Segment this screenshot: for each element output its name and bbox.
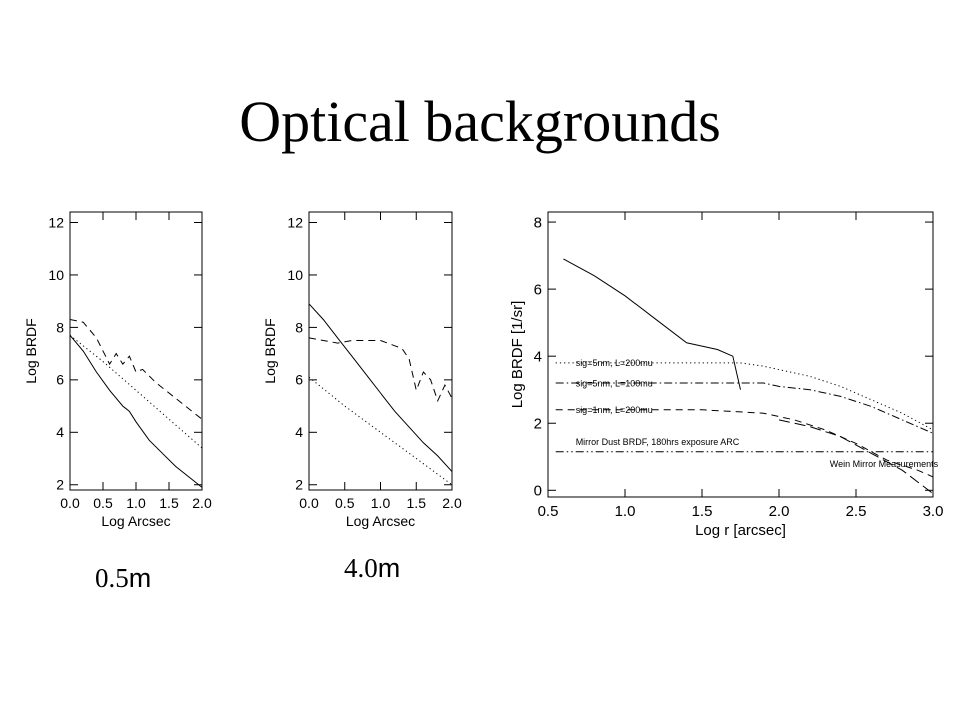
chart-1-ytick-label-2: 6 xyxy=(56,372,64,388)
caption-4-0m-unit: m xyxy=(377,553,401,583)
chart-3-xtick-label-1: 1.0 xyxy=(615,503,636,520)
chart-1-ytick-label-3: 8 xyxy=(56,319,64,335)
chart-1-ylabel: Log BRDF xyxy=(23,318,39,383)
chart-2-xtick-label-1: 0.5 xyxy=(335,495,355,511)
chart-1-xtick-label-3: 1.5 xyxy=(159,495,179,511)
chart-2-ytick-label-4: 10 xyxy=(287,267,303,283)
chart-1-ytick-label-0: 2 xyxy=(56,477,64,493)
chart-1-xlabel: Log Arcsec xyxy=(101,513,170,529)
chart-1-xtick-label-1: 0.5 xyxy=(93,495,113,511)
chart-2-ytick-label-1: 4 xyxy=(295,424,303,440)
chart-3-xtick-label-2: 1.5 xyxy=(692,503,713,520)
chart-3-xtick-label-5: 3.0 xyxy=(923,503,944,520)
chart-3-annotation-5: Wein Mirror Measurements xyxy=(830,459,939,469)
chart-3-xlabel: Log r [arcsec] xyxy=(695,522,786,539)
chart-3-series-2-dashdot-line xyxy=(555,382,934,434)
chart-3-annotation-2: sig=5nm, L=100mu xyxy=(576,378,653,388)
chart-2-ylabel: Log BRDF xyxy=(262,318,278,383)
chart-3-ylabel: Log BRDF [1/sr] xyxy=(509,301,526,409)
chart-3-plot-frame xyxy=(547,211,934,498)
chart-1-ytick-label-4: 10 xyxy=(48,267,64,283)
caption-4-0m: 4.0m xyxy=(344,553,400,584)
caption-4-0m-value: 4.0 xyxy=(344,553,378,583)
chart-2-ytick-label-2: 6 xyxy=(295,372,303,388)
chart-3-ytick-label-4: 8 xyxy=(534,214,542,231)
slide-title: Optical backgrounds xyxy=(239,89,721,154)
chart-3-annotation-1: sig=5nm, L=200mu xyxy=(576,358,653,368)
chart-1-ytick-label-1: 4 xyxy=(56,424,64,440)
chart-2-xlabel: Log Arcsec xyxy=(346,513,415,529)
chart-3-ytick-label-0: 0 xyxy=(534,483,542,500)
chart-3-series-6-longdash-line xyxy=(778,419,934,494)
chart-3-series-5-solid-line xyxy=(563,258,741,390)
chart-1-series-1-solid-line xyxy=(69,334,203,488)
chart-1-series-2-dotted-line xyxy=(69,334,203,449)
chart-3-ytick-label-3: 6 xyxy=(534,281,542,298)
chart-3-series-3-dashed-line xyxy=(555,409,934,478)
chart-3-xtick-label-0: 0.5 xyxy=(538,503,559,520)
caption-0-5m-unit: m xyxy=(128,563,152,593)
chart-2-series-1-solid-line xyxy=(308,303,453,472)
chart-2-plot-frame xyxy=(308,211,453,491)
chart-2-xtick-label-0: 0.0 xyxy=(299,495,319,511)
chart-2-series-3-dashed-line xyxy=(308,337,453,403)
chart-3-ytick-label-1: 2 xyxy=(534,415,542,432)
chart-1-xtick-label-2: 1.0 xyxy=(126,495,146,511)
chart-2-ytick-label-0: 2 xyxy=(295,477,303,493)
chart-1-series-3-dashed-line xyxy=(69,319,203,420)
chart-2-ytick-label-5: 12 xyxy=(287,214,303,230)
chart-3-annotation-3: sig=1nm, L=200mu xyxy=(576,405,653,415)
chart-3-annotation-4: Mirror Dust BRDF, 180hrs exposure ARC xyxy=(576,437,740,447)
chart-2-ytick-label-3: 8 xyxy=(295,319,303,335)
chart-2-xtick-label-4: 2.0 xyxy=(442,495,462,511)
chart-3-xtick-label-3: 2.0 xyxy=(769,503,790,520)
chart-1-xtick-label-0: 0.0 xyxy=(60,495,80,511)
caption-0-5m: 0.5m xyxy=(95,563,151,594)
chart-1-xtick-label-4: 2.0 xyxy=(192,495,212,511)
chart-3-xtick-label-4: 2.5 xyxy=(846,503,867,520)
chart-3-series-1-dotted-line xyxy=(555,362,934,431)
chart-1-ytick-label-5: 12 xyxy=(48,214,64,230)
caption-0-5m-value: 0.5 xyxy=(95,563,129,593)
chart-2-xtick-label-2: 1.0 xyxy=(371,495,391,511)
chart-3-ytick-label-2: 4 xyxy=(534,348,542,365)
chart-2-xtick-label-3: 1.5 xyxy=(407,495,427,511)
